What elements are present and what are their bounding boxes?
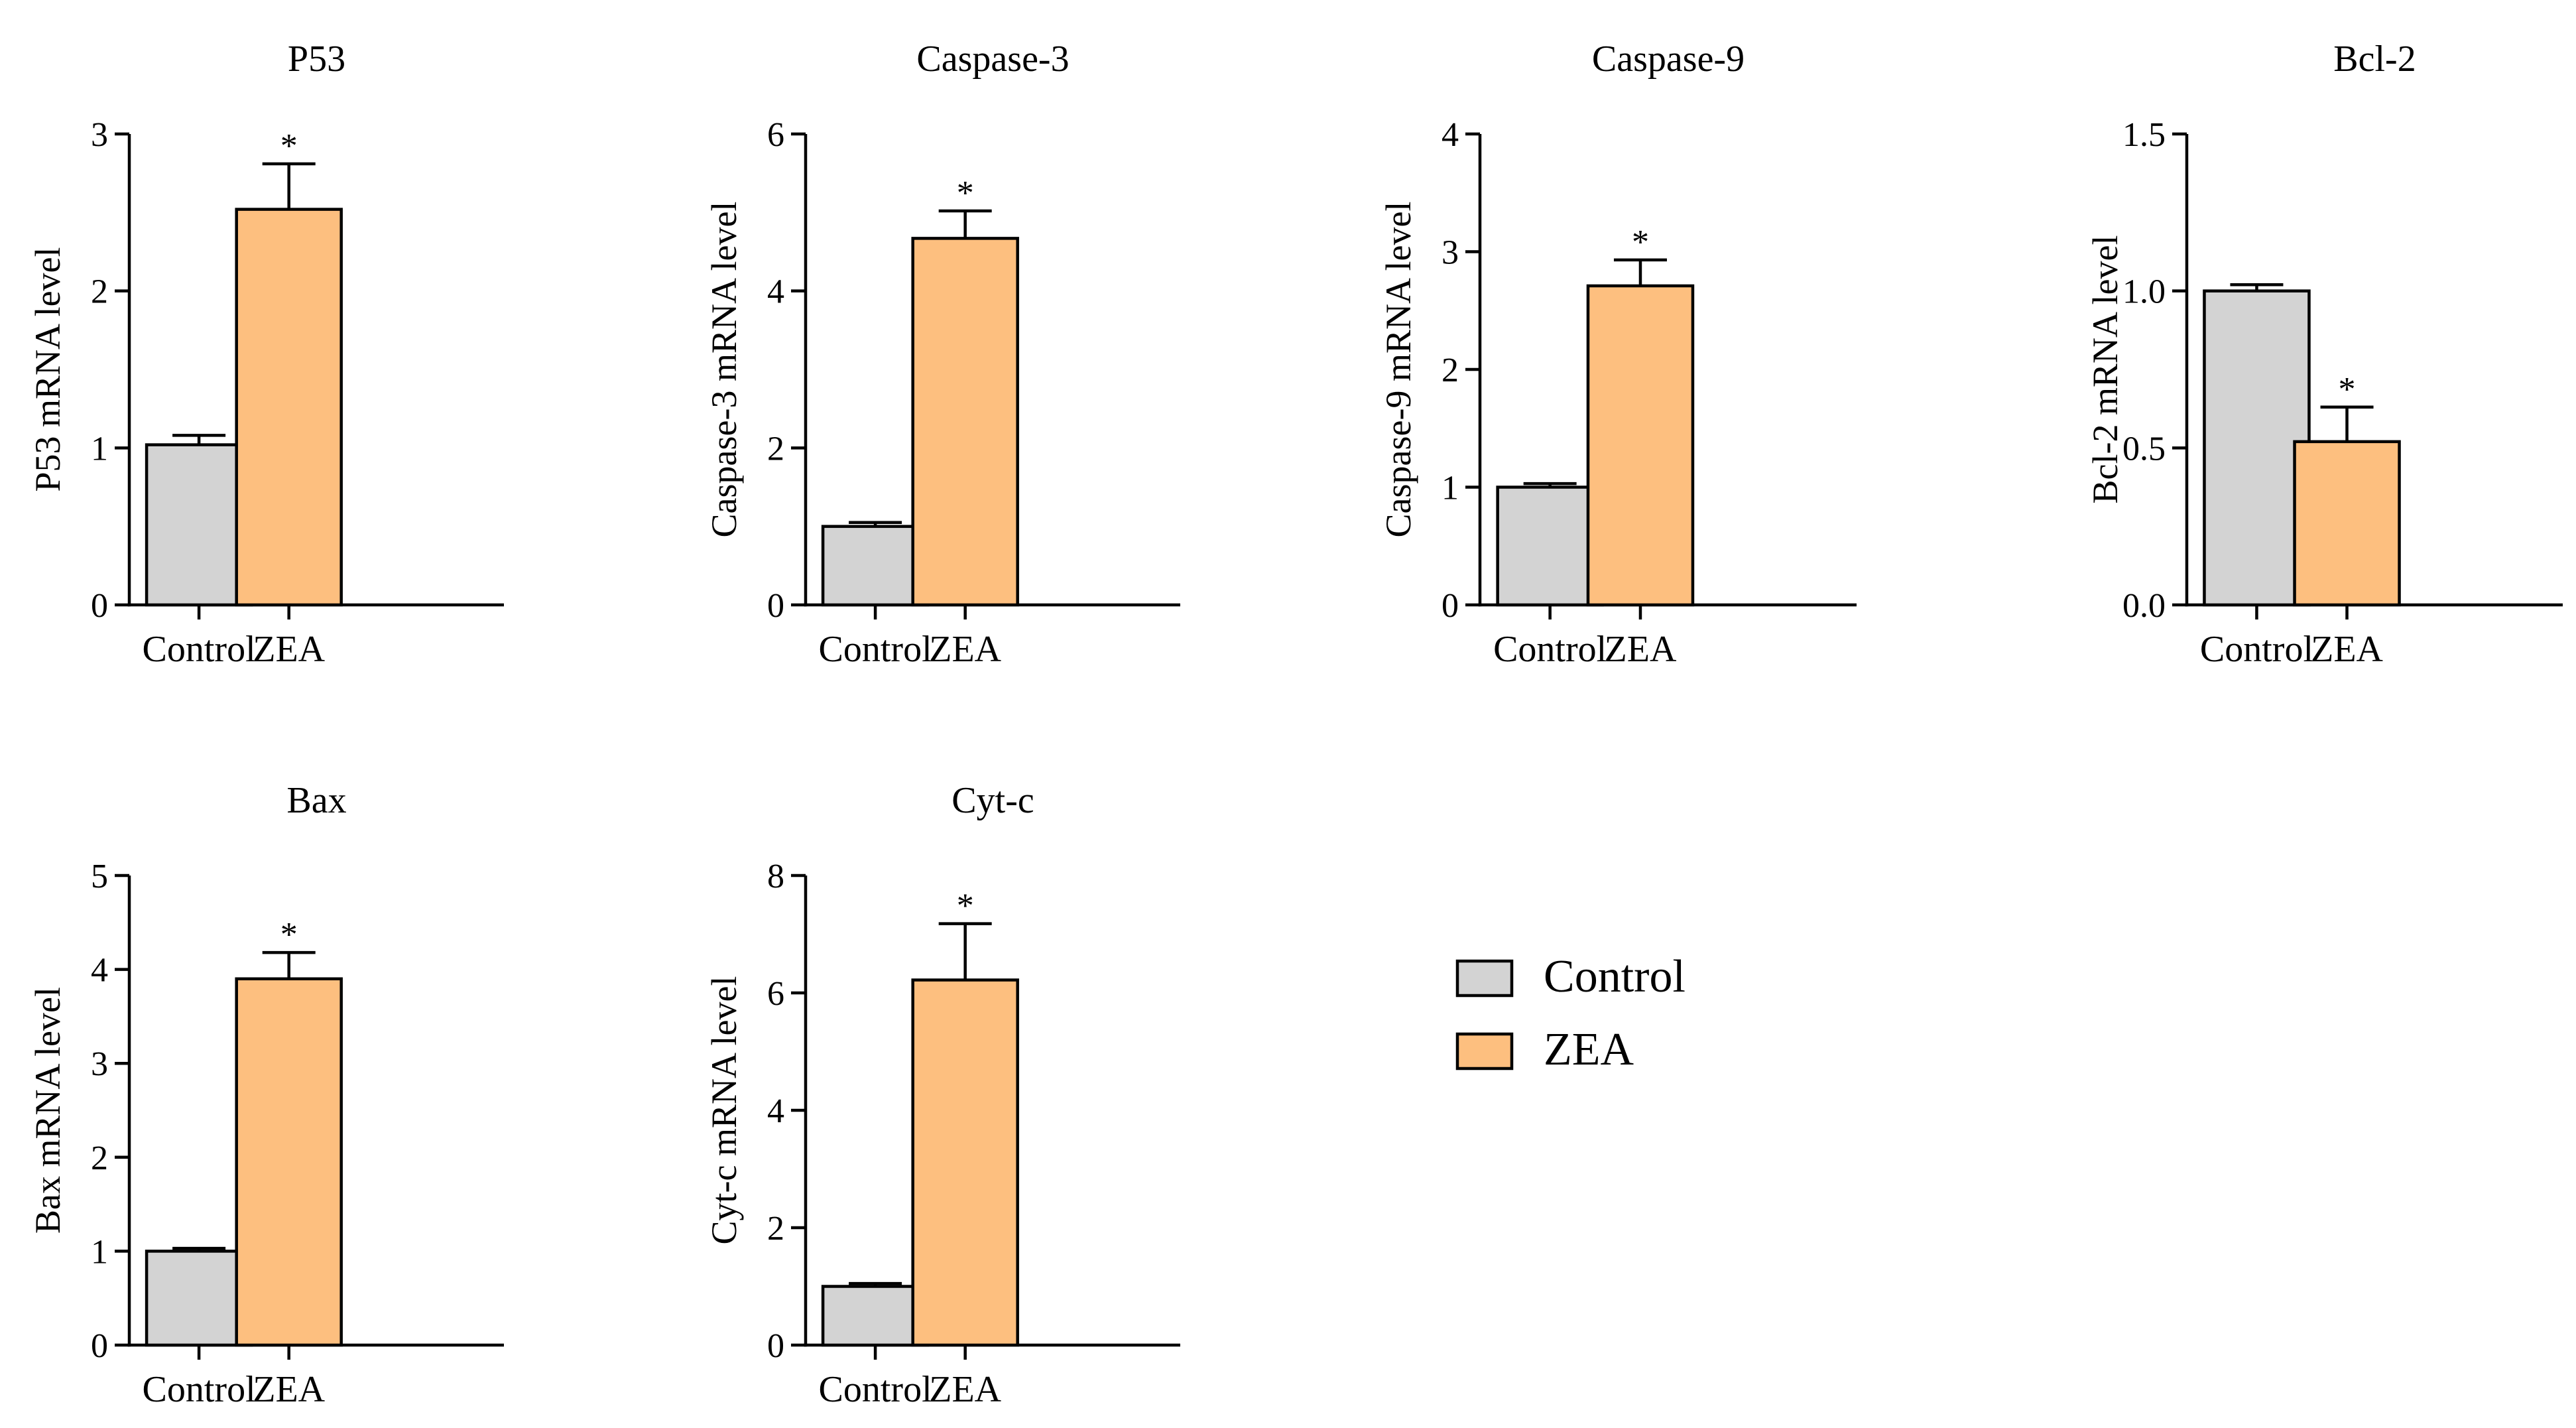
significance-marker-cyt-c-zea: * (957, 887, 974, 925)
x-tick-label-bcl-2-zea: ZEA (2311, 629, 2383, 670)
chart-title-cyt-c: Cyt-c (951, 780, 1034, 821)
legend: Control ZEA (1455, 951, 1686, 1075)
legend-item-zea: ZEA (1455, 1024, 1634, 1075)
x-tick-label-caspase-3-zea: ZEA (929, 629, 1001, 670)
significance-marker-bcl-2-zea: * (2339, 371, 2356, 409)
chart-title-caspase-3: Caspase-3 (916, 38, 1069, 80)
bar-bax-zea (235, 977, 343, 1347)
significance-marker-bax-zea: * (280, 916, 298, 954)
y-tick-label-cyt-c: 6 (767, 975, 784, 1013)
y-tick-label-bax: 0 (91, 1327, 108, 1365)
y-axis-label-caspase-9: Caspase-9 mRNA level (1379, 202, 1418, 538)
y-tick-label-caspase-3: 2 (767, 430, 784, 468)
bar-caspase-9-control (1496, 486, 1604, 607)
bar-caspase-3-zea (911, 237, 1019, 607)
y-tick-label-cyt-c: 4 (767, 1092, 784, 1130)
y-tick-label-bax: 1 (91, 1233, 108, 1271)
y-tick-label-bcl-2: 0.5 (2122, 430, 2166, 468)
y-axis-label-bcl-2: Bcl-2 mRNA level (2085, 235, 2125, 504)
x-tick-label-caspase-9-control: Control (1493, 629, 1607, 670)
y-tick-label-caspase-3: 0 (767, 587, 784, 625)
x-tick-label-caspase-3-control: Control (819, 629, 932, 670)
y-tick-label-bcl-2: 1.0 (2122, 273, 2166, 311)
x-tick-label-cyt-c-zea: ZEA (929, 1369, 1001, 1410)
significance-marker-p53-zea: * (280, 127, 298, 165)
y-tick-label-caspase-9: 3 (1441, 234, 1459, 272)
y-tick-label-caspase-9: 0 (1441, 587, 1459, 625)
chart-title-p53: P53 (288, 38, 345, 80)
y-tick-label-caspase-9: 2 (1441, 352, 1459, 389)
y-tick-label-p53: 1 (91, 430, 108, 468)
bar-caspase-9-zea (1586, 284, 1695, 607)
y-axis-label-bax: Bax mRNA level (28, 987, 68, 1234)
y-axis-label-caspase-3: Caspase-3 mRNA level (704, 202, 744, 538)
panel-bcl-2: Bcl-2 Bcl-2 mRNA level 0.0 0.5 1.0 1.5 Control… (2085, 38, 2563, 670)
x-tick-label-bax-zea: ZEA (253, 1369, 325, 1410)
x-tick-label-caspase-9-zea: ZEA (1605, 629, 1677, 670)
x-tick-label-cyt-c-control: Control (819, 1369, 932, 1410)
y-tick-label-cyt-c: 2 (767, 1210, 784, 1248)
y-tick-label-bax: 3 (91, 1045, 108, 1083)
y-tick-label-bcl-2: 1.5 (2122, 116, 2166, 154)
legend-label-zea: ZEA (1544, 1024, 1634, 1075)
x-tick-label-p53-zea: ZEA (253, 629, 325, 670)
significance-marker-caspase-9-zea: * (1632, 224, 1649, 261)
y-axis-label-p53: P53 mRNA level (28, 247, 68, 491)
y-axis-label-cyt-c: Cyt-c mRNA level (704, 976, 744, 1245)
x-tick-label-p53-control: Control (143, 629, 256, 670)
y-tick-label-bax: 5 (91, 858, 108, 895)
y-tick-label-p53: 2 (91, 273, 108, 311)
y-tick-label-bax: 4 (91, 952, 108, 990)
y-tick-label-cyt-c: 8 (767, 858, 784, 895)
y-tick-label-cyt-c: 0 (767, 1327, 784, 1365)
y-tick-label-p53: 0 (91, 587, 108, 625)
y-tick-label-bcl-2: 0.0 (2122, 587, 2166, 625)
legend-label-control: Control (1544, 951, 1686, 1002)
bar-cyt-c-zea (911, 978, 1019, 1347)
y-tick-label-bax: 2 (91, 1139, 108, 1177)
y-tick-label-caspase-3: 4 (767, 273, 784, 311)
panel-caspase-3: Caspase-3 Caspase-3 mRNA level 0 2 4 6 Control… (704, 38, 1180, 670)
x-tick-label-bax-control: Control (143, 1369, 256, 1410)
legend-item-control: Control (1455, 951, 1686, 1002)
y-tick-label-p53: 3 (91, 116, 108, 154)
bar-bcl-2-zea (2293, 440, 2401, 607)
chart-title-bcl-2: Bcl-2 (2333, 38, 2416, 80)
x-tick-label-bcl-2-control: Control (2200, 629, 2313, 670)
legend-swatch-control (1455, 959, 1514, 998)
legend-swatch-zea (1455, 1032, 1514, 1071)
chart-title-bax: Bax (286, 780, 346, 821)
y-tick-label-caspase-9: 1 (1441, 470, 1459, 507)
y-tick-label-caspase-9: 4 (1441, 116, 1459, 154)
bar-p53-zea (235, 208, 343, 607)
panel-caspase-9: Caspase-9 Caspase-9 mRNA level 0 1 2 3 4 Contro… (1379, 38, 1857, 670)
chart-title-caspase-9: Caspase-9 (1592, 38, 1745, 80)
significance-marker-caspase-3-zea: * (957, 174, 974, 212)
y-tick-label-caspase-3: 6 (767, 116, 784, 154)
